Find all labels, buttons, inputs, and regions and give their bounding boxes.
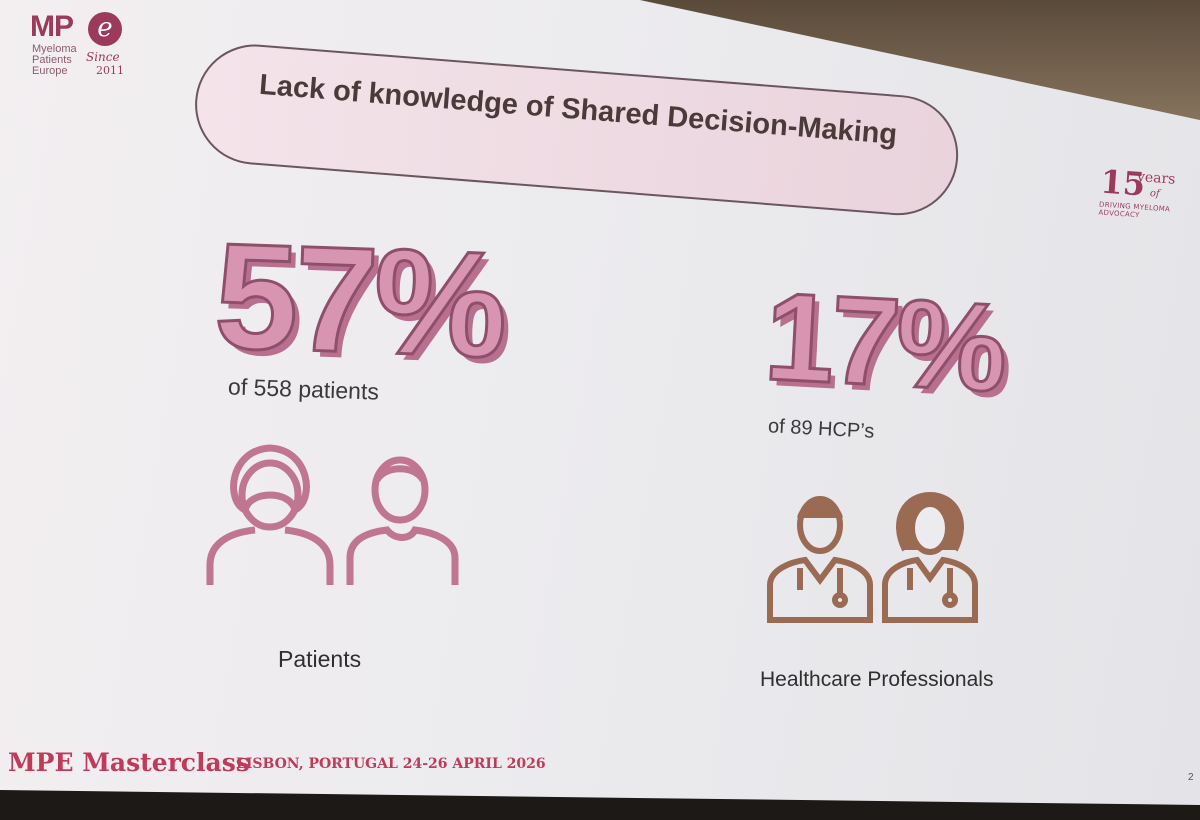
stat-caption: of 558 patients <box>227 373 380 405</box>
badge-word: years <box>1136 169 1176 188</box>
stat-figure: 57% <box>211 210 508 391</box>
logo-line: Patients <box>32 54 72 66</box>
logo-accent: e <box>88 12 122 46</box>
logo-letters: MP <box>30 10 74 43</box>
logo-line: Myeloma <box>32 43 77 55</box>
logo-year: 2011 <box>96 64 124 77</box>
logo-lines: Myeloma Patients Europe <box>32 44 77 77</box>
hcp-woman <box>882 491 978 623</box>
stat-caption: of 89 HCP’s <box>767 415 875 443</box>
group-label: Patients <box>278 646 362 672</box>
logo-line: Europe <box>32 65 68 77</box>
group-label: Healthcare Professionals <box>760 668 994 691</box>
footer-place: LISBON, PORTUGAL 24-26 APRIL 2026 <box>236 756 546 772</box>
patient-man <box>346 456 459 585</box>
footer-event: MPE Masterclass <box>8 748 250 777</box>
badge-of: of <box>1149 188 1161 200</box>
hcp-icons <box>767 491 978 623</box>
title-banner: Lack of knowledge of Shared Decision-Mak… <box>190 40 963 220</box>
page-number: 2 <box>1188 772 1194 783</box>
patient-icons <box>206 444 459 585</box>
stat-figure: 17% <box>760 265 1008 419</box>
patient-woman <box>206 444 334 585</box>
anniversary-badge: 15 years of DRIVING MYELOMA ADVOCACY <box>1098 163 1176 222</box>
logo-since: Since <box>86 50 120 64</box>
hcp-man <box>767 496 873 623</box>
